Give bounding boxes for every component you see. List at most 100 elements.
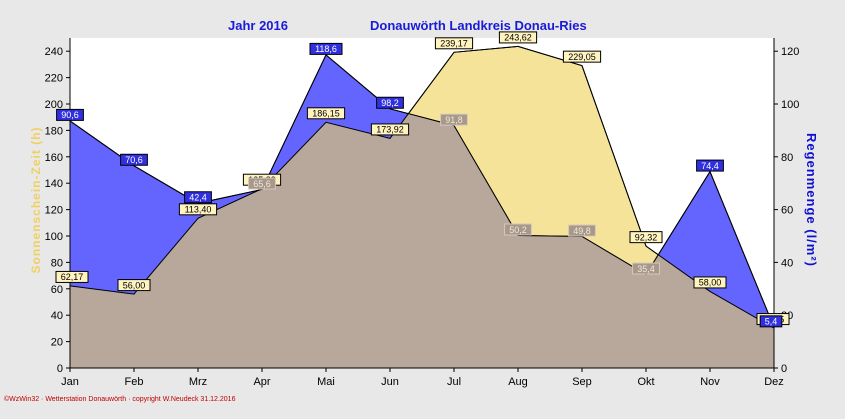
sunshine-value-label-text: 113,40: [185, 205, 212, 215]
sunshine-line: [69, 45, 775, 329]
sunshine-value-label-box: [178, 203, 218, 216]
y-right-tick-label: 100: [781, 99, 799, 111]
x-tick-label: Jan: [61, 376, 79, 388]
sunshine-value-label: 92,32: [629, 231, 663, 244]
y-left-tick-label: 160: [45, 152, 63, 164]
rain-value-label-box: [56, 108, 84, 121]
sunshine-value-label: 113,40: [178, 203, 218, 216]
y-left-tick-label: 40: [51, 310, 63, 322]
y-left-tick-label: 220: [45, 73, 63, 85]
sunshine-value-label: 173,92: [370, 123, 410, 136]
plot-area: [69, 38, 775, 369]
sunshine-value-label-text: 243,62: [504, 33, 532, 43]
y-left-tick-label: 60: [51, 284, 63, 296]
x-tick-label: Mai: [317, 376, 335, 388]
y-left-tick-label: 140: [45, 178, 63, 190]
sunshine-value-label-box: [117, 279, 151, 292]
rain-value-label-box: [632, 262, 660, 275]
x-tick-label: Nov: [700, 376, 720, 388]
rain-value-label-text: 49,8: [573, 226, 591, 236]
sunshine-value-label-box: [306, 107, 346, 120]
rain-value-label-box: [568, 224, 596, 237]
rain-value-label-text: 5,4: [765, 317, 778, 327]
sunshine-value-label: 239,17: [434, 37, 474, 50]
y-left-tick-label: 80: [51, 257, 63, 269]
x-tick-label: Jul: [447, 376, 461, 388]
sunshine-value-label: 58,00: [693, 276, 727, 289]
sunshine-value-label-text: 239,17: [440, 39, 468, 49]
footer-copyright: ©WzWin32 · Wetterstation Donauwörth · co…: [4, 395, 236, 403]
chart-title-location: Donauwörth Landkreis Donau-Ries: [370, 18, 587, 33]
y-left-tick-label: 0: [57, 363, 63, 375]
rain-value-label-text: 65,6: [253, 179, 271, 189]
x-tick-label: Apr: [253, 376, 270, 388]
y-left-tick-label: 100: [45, 231, 63, 243]
rain-value-label: 98,2: [376, 96, 404, 109]
sunshine-value-label-box: [562, 50, 602, 63]
sunshine-value-label: 56,00: [117, 279, 151, 292]
sunshine-value-label-text: 229,05: [568, 52, 596, 62]
rain-value-label-box: [696, 159, 724, 172]
rain-value-label: 91,8: [440, 113, 468, 126]
sunshine-value-label: 62,17: [55, 270, 89, 283]
sunshine-value-label: 243,62: [498, 31, 538, 44]
y-right-tick-label: 80: [781, 152, 793, 164]
rain-value-label-text: 98,2: [381, 98, 399, 108]
sunshine-value-label-box: [434, 37, 474, 50]
y-left-tick-label: 200: [45, 99, 63, 111]
sunshine-value-label-box: [55, 270, 89, 283]
rain-value-label-box: [376, 96, 404, 109]
rain-value-label-box: [184, 191, 212, 204]
x-tick-label: Mrz: [189, 376, 207, 388]
rain-value-label-text: 50,2: [509, 225, 527, 235]
rain-value-label: 118,6: [309, 42, 343, 55]
rain-value-label-box: [309, 42, 343, 55]
y-left-tick-label: 180: [45, 125, 63, 137]
rain-value-label: 35,4: [632, 262, 660, 275]
y-right-tick-label: 40: [781, 257, 793, 269]
rain-value-label: 49,8: [568, 224, 596, 237]
rain-value-label-box: [759, 315, 783, 328]
y-right-tick-label: 60: [781, 205, 793, 217]
axes: 0204060801001201401601802002202400204060…: [45, 38, 799, 388]
chart-title-year: Jahr 2016: [228, 18, 288, 33]
sunshine-value-label-text: 173,92: [376, 125, 404, 135]
rain-value-label-box: [248, 177, 276, 190]
rain-value-label-text: 74,4: [701, 161, 719, 171]
y-right-tick-label: 120: [781, 46, 799, 58]
y-axis-left-label: Sonnenschein-Zeit (h): [29, 127, 43, 274]
rain-value-label-text: 118,6: [315, 44, 337, 54]
sunshine-value-label-box: [370, 123, 410, 136]
sunshine-value-label-box: [629, 231, 663, 244]
sunshine-value-label-text: 56,00: [123, 280, 146, 290]
overlap-area: [70, 54, 774, 369]
rain-value-label: 50,2: [504, 223, 532, 236]
rain-value-label-box: [120, 153, 148, 166]
rain-value-label: 5,4: [759, 315, 783, 328]
sunshine-value-label-box: [498, 31, 538, 44]
rain-value-label-box: [440, 113, 468, 126]
rain-value-label: 65,6: [248, 177, 276, 190]
rain-value-label-text: 35,4: [637, 264, 655, 274]
sunshine-value-label-text: 92,32: [635, 232, 658, 242]
y-axis-right-label: Regenmenge (l/m²): [804, 133, 819, 267]
sunshine-value-label-box: [693, 276, 727, 289]
rain-value-label-box: [504, 223, 532, 236]
sunshine-value-label: 229,05: [562, 50, 602, 63]
rain-value-label: 90,6: [56, 108, 84, 121]
y-left-tick-label: 20: [51, 337, 63, 349]
rain-value-label-text: 91,8: [445, 115, 463, 125]
x-tick-label: Dez: [764, 376, 784, 388]
x-tick-label: Okt: [637, 376, 654, 388]
rain-value-label-text: 90,6: [61, 110, 79, 120]
rain-value-label: 70,6: [120, 153, 148, 166]
x-tick-label: Aug: [508, 376, 528, 388]
rain-value-labels: 90,6 70,6 42,4 65,6 118,6 98,2 91,8 50,2 49,8 35,…: [56, 42, 783, 328]
y-right-tick-label: 0: [781, 363, 787, 375]
sunshine-value-label-text: 58,00: [699, 278, 722, 288]
rain-value-label-text: 70,6: [125, 155, 143, 165]
x-tick-label: Sep: [572, 376, 592, 388]
sunshine-value-label: 186,15: [306, 107, 346, 120]
rain-value-label-text: 42,4: [189, 193, 207, 203]
